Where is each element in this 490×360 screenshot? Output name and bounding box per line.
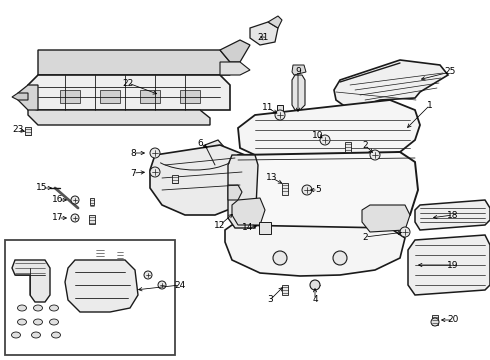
Ellipse shape — [33, 305, 43, 311]
Text: 21: 21 — [257, 33, 269, 42]
Polygon shape — [12, 93, 28, 100]
Polygon shape — [100, 90, 120, 103]
Ellipse shape — [49, 319, 58, 325]
Polygon shape — [60, 90, 80, 103]
Polygon shape — [277, 105, 283, 115]
Text: 3: 3 — [267, 296, 273, 305]
Ellipse shape — [18, 305, 26, 311]
Ellipse shape — [31, 332, 41, 338]
Text: 6: 6 — [197, 139, 203, 148]
Circle shape — [370, 150, 380, 160]
Polygon shape — [408, 235, 490, 295]
Text: 4: 4 — [312, 296, 318, 305]
Ellipse shape — [51, 332, 60, 338]
Circle shape — [310, 280, 320, 290]
Text: 7: 7 — [130, 168, 136, 177]
Text: 19: 19 — [447, 261, 459, 270]
Text: 5: 5 — [315, 185, 321, 194]
Polygon shape — [334, 60, 448, 110]
Text: 14: 14 — [243, 224, 254, 233]
Ellipse shape — [18, 319, 26, 325]
Polygon shape — [228, 155, 258, 228]
Circle shape — [275, 110, 285, 120]
Text: 24: 24 — [174, 280, 186, 289]
Circle shape — [150, 167, 160, 177]
Text: 16: 16 — [52, 195, 64, 204]
Text: 12: 12 — [214, 220, 226, 230]
Polygon shape — [225, 225, 405, 276]
Text: 13: 13 — [266, 174, 278, 183]
Text: 18: 18 — [447, 211, 459, 220]
Polygon shape — [38, 50, 230, 75]
Polygon shape — [232, 152, 418, 237]
Polygon shape — [250, 22, 278, 45]
Polygon shape — [28, 75, 230, 110]
Circle shape — [302, 185, 312, 195]
Polygon shape — [415, 200, 490, 230]
Text: 9: 9 — [295, 68, 301, 77]
Ellipse shape — [11, 332, 21, 338]
Circle shape — [333, 251, 347, 265]
Polygon shape — [292, 65, 306, 75]
Text: 8: 8 — [130, 148, 136, 158]
Polygon shape — [292, 75, 305, 110]
Polygon shape — [362, 205, 410, 232]
Polygon shape — [220, 62, 250, 75]
FancyBboxPatch shape — [117, 250, 123, 260]
Circle shape — [71, 214, 79, 222]
Polygon shape — [12, 260, 50, 302]
Text: 11: 11 — [262, 104, 274, 112]
Polygon shape — [228, 185, 242, 200]
Polygon shape — [65, 260, 138, 312]
Text: 2: 2 — [362, 140, 368, 149]
Circle shape — [158, 281, 166, 289]
FancyBboxPatch shape — [282, 285, 288, 295]
Polygon shape — [18, 85, 38, 110]
Circle shape — [71, 196, 79, 204]
FancyBboxPatch shape — [96, 248, 104, 260]
Polygon shape — [150, 145, 248, 215]
Text: 10: 10 — [312, 130, 324, 139]
Polygon shape — [180, 90, 200, 103]
Polygon shape — [268, 16, 282, 28]
FancyBboxPatch shape — [172, 175, 178, 183]
Circle shape — [144, 271, 152, 279]
Circle shape — [273, 251, 287, 265]
Polygon shape — [220, 40, 250, 62]
FancyBboxPatch shape — [90, 198, 94, 205]
Ellipse shape — [33, 319, 43, 325]
FancyBboxPatch shape — [89, 215, 95, 224]
Text: 17: 17 — [52, 213, 64, 222]
Text: 20: 20 — [447, 315, 459, 324]
Ellipse shape — [49, 305, 58, 311]
Text: 25: 25 — [444, 68, 456, 77]
Circle shape — [431, 318, 439, 326]
Polygon shape — [238, 100, 420, 155]
Bar — [5, 240, 175, 355]
FancyBboxPatch shape — [345, 142, 351, 152]
Circle shape — [150, 148, 160, 158]
FancyBboxPatch shape — [259, 222, 271, 234]
FancyBboxPatch shape — [25, 127, 31, 135]
Text: 2: 2 — [362, 233, 368, 242]
Text: 22: 22 — [122, 78, 134, 87]
Text: 15: 15 — [36, 184, 48, 193]
Polygon shape — [196, 140, 225, 168]
Polygon shape — [140, 90, 160, 103]
FancyBboxPatch shape — [432, 315, 438, 325]
Text: 1: 1 — [427, 100, 433, 109]
Polygon shape — [28, 108, 210, 125]
Circle shape — [400, 227, 410, 237]
Polygon shape — [232, 198, 265, 225]
Text: 23: 23 — [12, 126, 24, 135]
Circle shape — [320, 135, 330, 145]
FancyBboxPatch shape — [282, 183, 288, 195]
